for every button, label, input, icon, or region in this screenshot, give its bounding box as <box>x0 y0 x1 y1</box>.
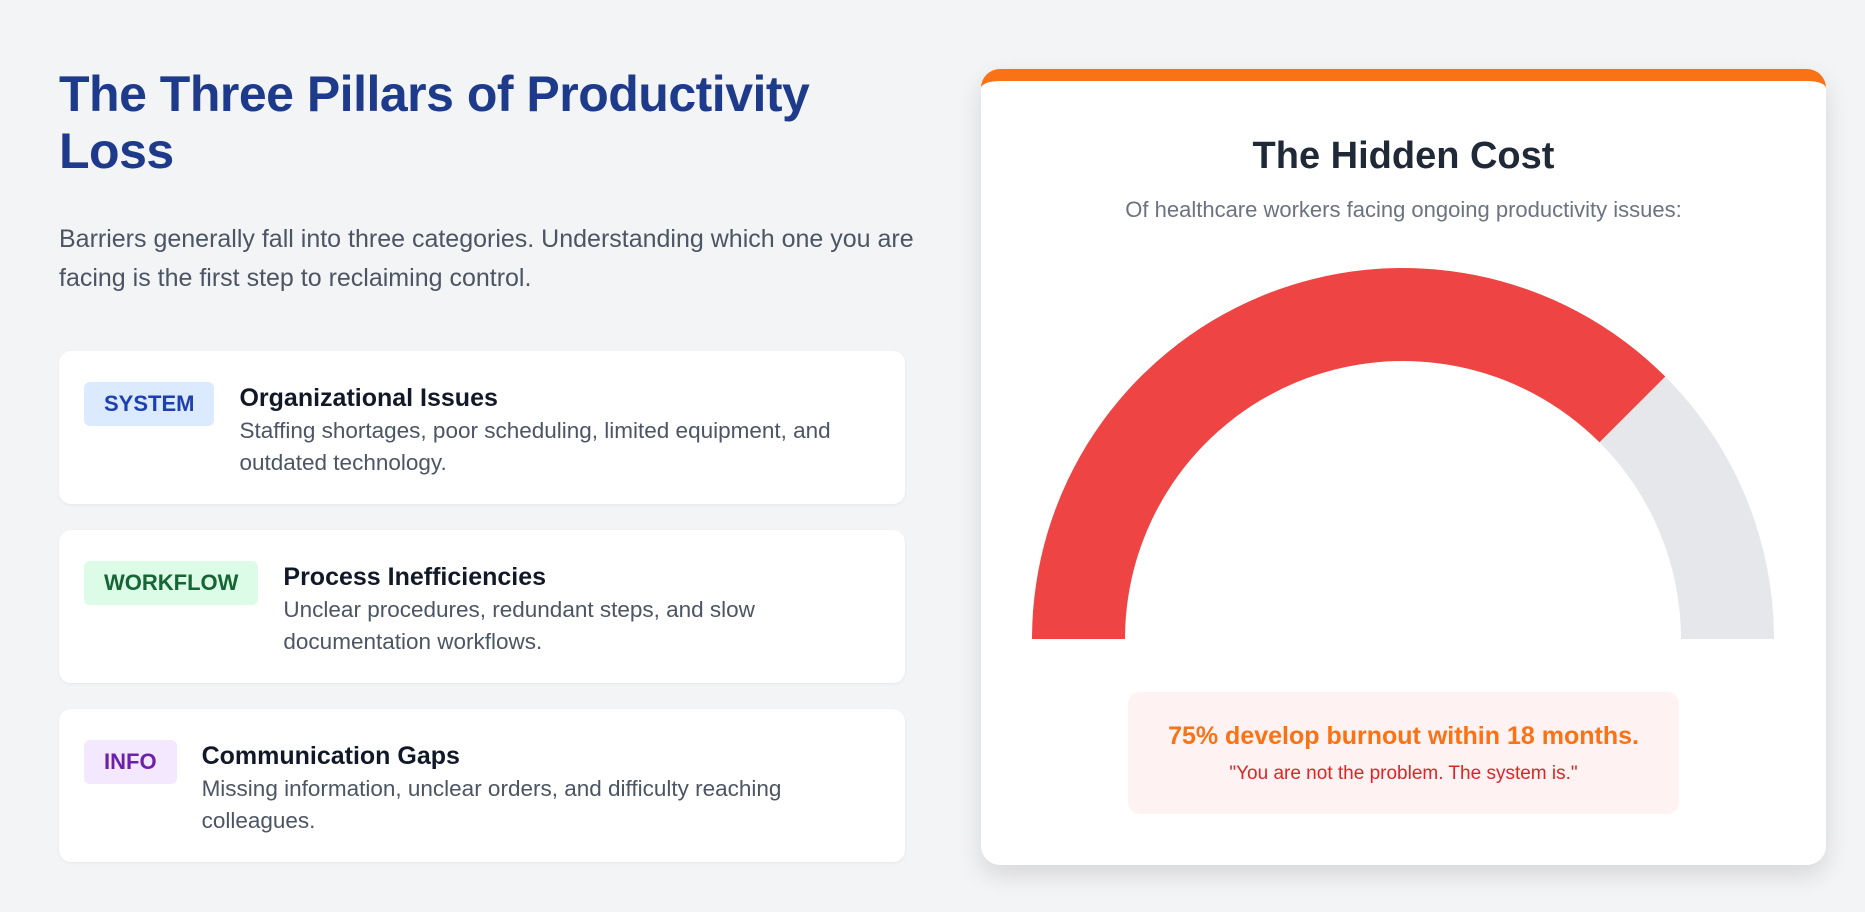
cost-panel: The Hidden Cost Of healthcare workers fa… <box>981 69 1826 865</box>
card-title: Communication Gaps <box>201 742 460 770</box>
card-description: Staffing shortages, poor scheduling, lim… <box>239 418 831 475</box>
gauge <box>1032 268 1774 639</box>
pillar-card: WORKFLOW Process Inefficiencies Unclear p… <box>59 530 905 683</box>
card-description: Unclear procedures, redundant steps, and… <box>283 597 755 654</box>
pillar-card: INFO Communication Gaps Missing informati… <box>59 709 905 862</box>
callout: 75% develop burnout within 18 months. "Y… <box>1128 692 1679 814</box>
card-title: Process Inefficiencies <box>283 563 547 591</box>
badge: INFO <box>84 740 177 784</box>
pillar-card: SYSTEM Organizational Issues Staffing sho… <box>59 351 905 504</box>
card-title: Organizational Issues <box>239 384 498 412</box>
badge: WORKFLOW <box>84 561 259 605</box>
intro: Barriers generally fall into three categ… <box>59 225 914 292</box>
chart-subtitle: Of healthcare workers facing ongoing pro… <box>1125 197 1682 222</box>
gauge-segment <box>1599 376 1774 639</box>
badge: SYSTEM <box>84 382 215 426</box>
gauge-segment <box>1032 268 1666 639</box>
quote: "You are not the problem. The system is.… <box>1229 763 1578 784</box>
annotation: 75% develop burnout within 18 months. <box>1168 722 1639 750</box>
page-title: The Three Pillars of Productivity Loss <box>59 66 810 179</box>
chart-title: The Hidden Cost <box>1252 135 1555 177</box>
card-description: Missing information, unclear orders, and… <box>201 776 782 833</box>
